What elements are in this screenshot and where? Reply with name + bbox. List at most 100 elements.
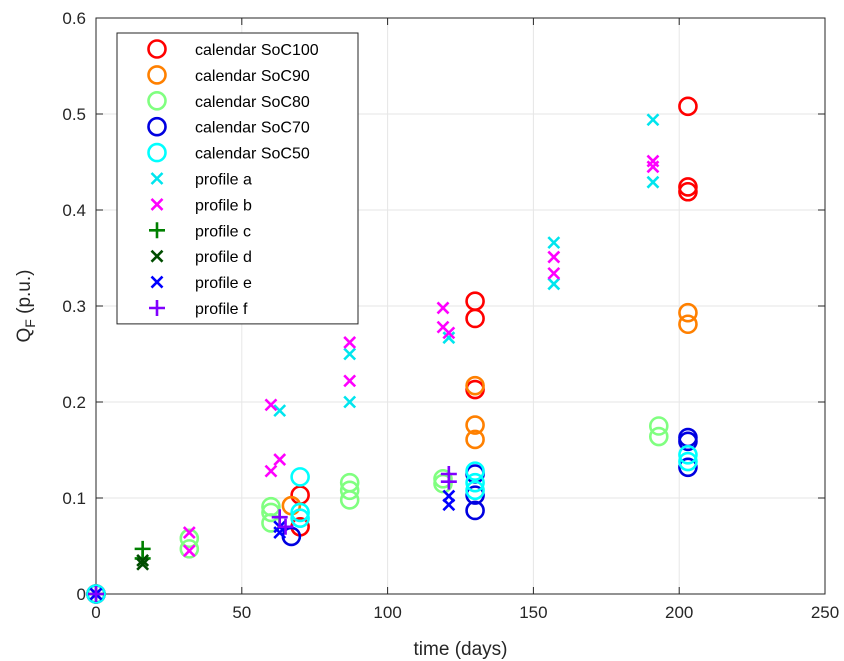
data-point [465, 429, 485, 450]
x-tick-label: 200 [665, 603, 693, 622]
legend-label: profile a [195, 172, 252, 189]
data-point [273, 453, 287, 467]
data-point [465, 415, 485, 435]
data-point [343, 336, 357, 349]
legend-marker [147, 91, 167, 111]
data-point [271, 509, 288, 526]
y-tick-label: 0.6 [62, 9, 86, 28]
legend-label: calendar SoC50 [195, 146, 310, 163]
data-point [273, 526, 287, 539]
legend-item: profile d [150, 249, 252, 266]
data-point [646, 175, 660, 189]
data-point [442, 498, 456, 512]
data-point [290, 508, 310, 528]
data-point [646, 160, 660, 174]
data-point [465, 375, 485, 396]
legend-item: calendar SoC100 [147, 39, 319, 59]
data-point [290, 502, 310, 523]
legend-label: profile f [195, 301, 248, 318]
x-tick-label: 100 [373, 603, 401, 622]
data-point [273, 404, 287, 418]
series-calendar-soc50 [86, 444, 698, 604]
data-point [678, 302, 698, 323]
legend-marker [149, 222, 165, 239]
data-point [465, 500, 485, 521]
data-point [182, 526, 196, 539]
data-point [678, 451, 698, 472]
x-tick-label: 150 [519, 603, 547, 622]
data-point [264, 464, 278, 478]
data-point [264, 398, 278, 412]
data-point [343, 347, 357, 361]
legend-marker [147, 142, 167, 163]
data-point [678, 457, 698, 478]
legend-marker [149, 300, 165, 316]
x-tick-label: 0 [91, 603, 100, 622]
data-point [440, 473, 457, 490]
data-point [442, 331, 456, 345]
data-marks [86, 96, 698, 604]
legend-marker [150, 249, 164, 263]
data-point [339, 490, 360, 510]
data-point [182, 544, 196, 558]
data-point [436, 301, 450, 315]
legend-marker [150, 197, 164, 211]
legend-item: calendar SoC70 [147, 116, 310, 137]
data-point [290, 467, 310, 487]
data-point [465, 480, 485, 501]
data-point [465, 308, 485, 329]
legend-label: profile b [195, 197, 252, 214]
data-point [678, 314, 698, 335]
data-point [547, 236, 561, 250]
data-point [678, 444, 698, 465]
data-point [465, 461, 485, 481]
legend: calendar SoC100 calendar SoC90 calendar So… [116, 32, 359, 325]
data-point [86, 584, 106, 604]
data-point [648, 426, 669, 447]
data-point [646, 113, 660, 127]
data-point [678, 96, 698, 117]
legend-label: profile c [195, 223, 251, 240]
y-axis-label: QF (p.u.) [14, 270, 38, 343]
x-tick-label: 250 [811, 603, 839, 622]
data-point [547, 266, 561, 280]
x-tick-label: 50 [232, 603, 251, 622]
axis-ticks: 0 50 100 150 200 250 0 0.1 0.2 0.3 0.4 0.5 0.6 [62, 9, 839, 622]
legend-item: profile b [150, 197, 252, 214]
series-profile-a [89, 113, 660, 601]
data-point [678, 181, 698, 202]
legend-label: calendar SoC80 [195, 94, 310, 111]
data-point [547, 277, 561, 291]
data-point [136, 557, 150, 571]
data-point [343, 374, 357, 388]
series-profile-f [88, 466, 457, 602]
legend-marker [147, 65, 167, 85]
data-point [465, 472, 485, 493]
data-point [442, 326, 456, 340]
legend-marker [147, 116, 167, 137]
legend-marker [147, 39, 167, 59]
legend-label: profile d [195, 249, 252, 266]
legend-item: calendar SoC50 [147, 142, 310, 163]
legend-item: profile a [150, 172, 252, 189]
y-tick-label: 0.2 [62, 393, 86, 412]
legend-marker [150, 172, 164, 185]
legend-label: calendar SoC100 [195, 42, 319, 59]
legend-label: profile e [195, 275, 252, 292]
data-point [343, 395, 357, 409]
y-axis-label-main: Q [14, 328, 35, 343]
legend-item: calendar SoC80 [147, 91, 310, 111]
y-axis-label-unit: (p.u.) [14, 270, 35, 320]
data-point [136, 553, 150, 567]
y-tick-label: 0.1 [62, 489, 86, 508]
data-point [179, 528, 200, 549]
legend-label: calendar SoC90 [195, 68, 310, 85]
legend-item: profile e [150, 275, 252, 292]
y-tick-label: 0.4 [62, 201, 86, 220]
data-point [339, 480, 360, 501]
data-point [678, 431, 698, 452]
y-tick-label: 0 [77, 585, 86, 604]
y-axis-label-subscript: F [22, 319, 38, 328]
data-point [277, 518, 294, 535]
